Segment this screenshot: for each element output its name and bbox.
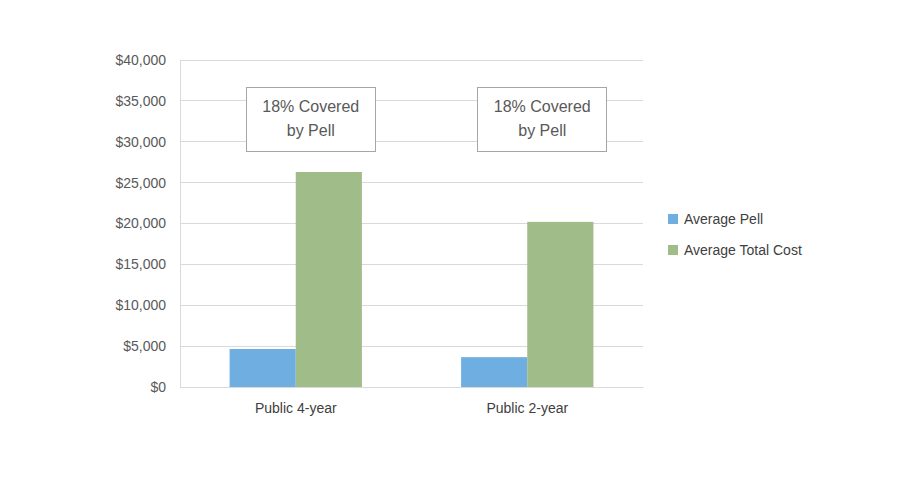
grid-line: [180, 182, 643, 183]
x-tick-label: Public 2-year: [486, 400, 568, 416]
y-tick: $30,000: [115, 134, 180, 150]
grid-line: [180, 60, 643, 61]
annotation-box: [246, 87, 375, 151]
y-tick: $15,000: [115, 256, 180, 272]
x-tick: Public 4-year: [255, 387, 337, 416]
legend: Average Pell Average Total Cost: [668, 211, 802, 258]
y-tick-label: $30,000: [115, 134, 166, 150]
annotations: 18% Covered by Pell 18% Covered by Pell: [246, 87, 607, 151]
y-axis-line: [180, 61, 181, 388]
chart: $0 $5,000 $10,000 $15,000 $20,000 $25,000 $30,…: [0, 0, 900, 504]
annotation-text: 18% Covered: [262, 98, 359, 115]
y-tick: $25,000: [115, 175, 180, 191]
bar: [461, 357, 527, 387]
y-tick-label: $10,000: [115, 297, 166, 313]
y-axis: $0 $5,000 $10,000 $15,000 $20,000 $25,000 $30,…: [115, 52, 180, 395]
y-tick-label: $35,000: [115, 93, 166, 109]
legend-label: Average Pell: [684, 211, 763, 227]
legend-swatch: [668, 245, 678, 255]
grid: [180, 60, 643, 387]
y-tick-label: $0: [150, 379, 166, 395]
annotation-box: [478, 87, 607, 151]
y-tick: $5,000: [123, 338, 180, 354]
annotation-text: 18% Covered: [494, 98, 591, 115]
x-axis: Public 4-year Public 2-year: [181, 387, 644, 416]
x-axis-line: [181, 387, 644, 388]
annotation-text: by Pell: [287, 122, 335, 139]
bar: [230, 349, 296, 387]
y-tick: $40,000: [115, 52, 180, 68]
annotation-text: by Pell: [518, 122, 566, 139]
x-tick-label: Public 4-year: [255, 400, 337, 416]
y-tick: $0: [150, 379, 180, 395]
x-tick: Public 2-year: [486, 387, 568, 416]
y-tick: $20,000: [115, 215, 180, 231]
y-tick-label: $5,000: [123, 338, 166, 354]
y-tick-label: $40,000: [115, 52, 166, 68]
y-tick: $10,000: [115, 297, 180, 313]
legend-swatch: [668, 214, 678, 224]
bar: [527, 222, 593, 387]
bar: [296, 172, 362, 387]
y-tick: $35,000: [115, 93, 180, 109]
bars: [230, 172, 594, 387]
legend-label: Average Total Cost: [684, 242, 802, 258]
y-tick-label: $25,000: [115, 175, 166, 191]
y-tick-label: $20,000: [115, 215, 166, 231]
y-tick-label: $15,000: [115, 256, 166, 272]
